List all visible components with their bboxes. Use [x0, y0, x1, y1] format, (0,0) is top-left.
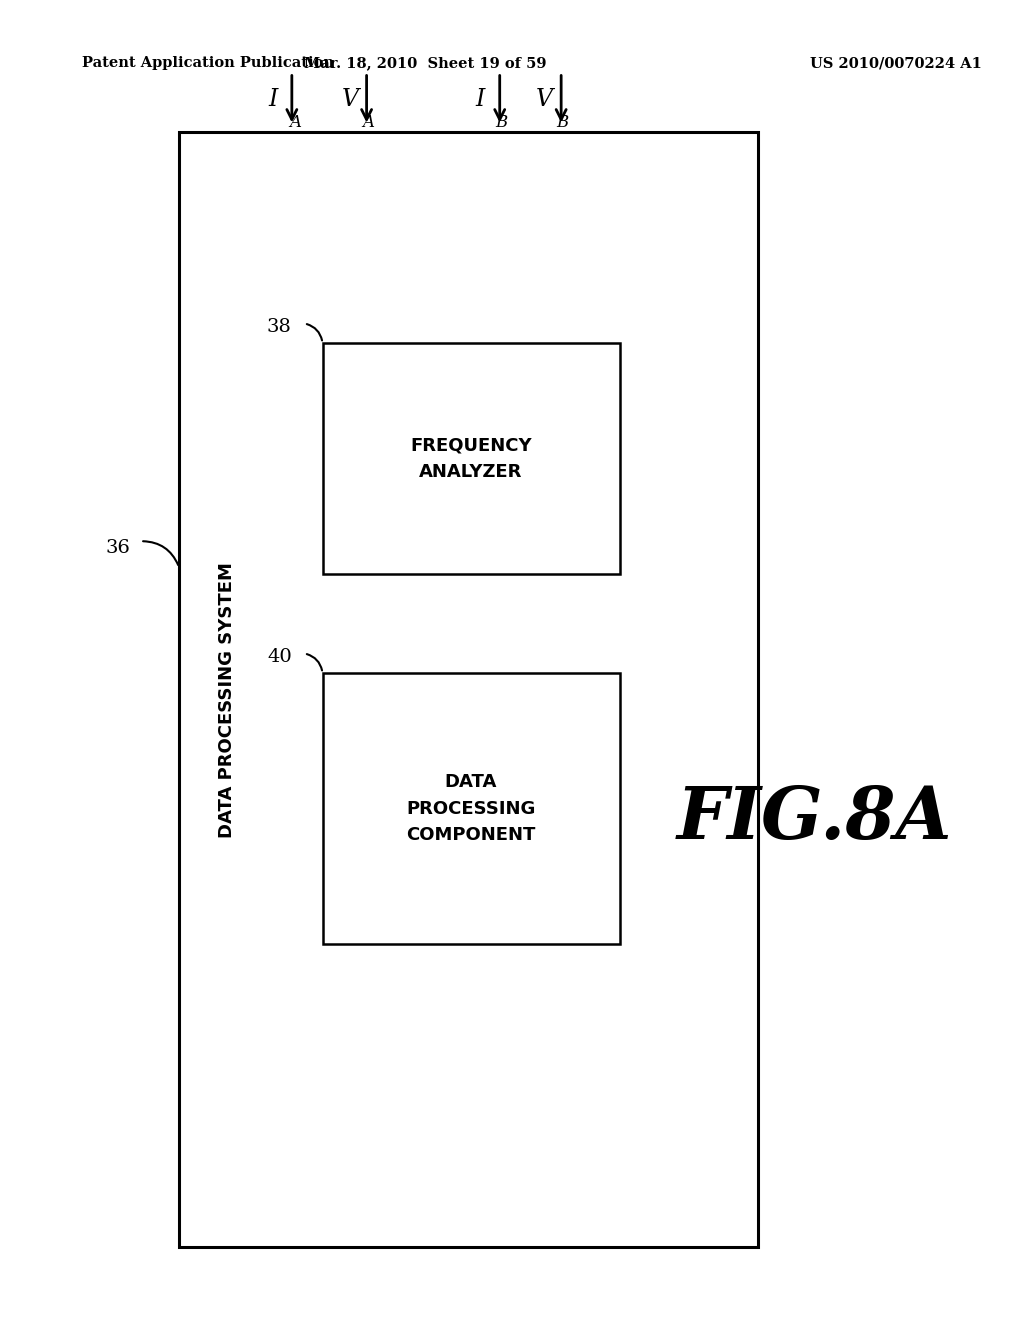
Text: US 2010/0070224 A1: US 2010/0070224 A1 [810, 57, 982, 70]
Text: Mar. 18, 2010  Sheet 19 of 59: Mar. 18, 2010 Sheet 19 of 59 [304, 57, 546, 70]
Text: B: B [556, 115, 568, 131]
Text: V: V [342, 87, 359, 111]
Text: I: I [268, 87, 278, 111]
Text: Patent Application Publication: Patent Application Publication [82, 57, 334, 70]
Text: A: A [289, 115, 301, 131]
Text: 36: 36 [105, 539, 130, 557]
Text: FREQUENCY
ANALYZER: FREQUENCY ANALYZER [411, 437, 531, 480]
Text: B: B [496, 115, 508, 131]
Bar [179, 132, 758, 1247]
Text: DATA PROCESSING SYSTEM: DATA PROCESSING SYSTEM [218, 562, 237, 837]
Text: 40: 40 [267, 648, 292, 667]
Text: V: V [536, 87, 553, 111]
Bar [323, 673, 620, 944]
Text: I: I [475, 87, 484, 111]
Text: DATA
PROCESSING
COMPONENT: DATA PROCESSING COMPONENT [407, 774, 536, 843]
Bar [323, 343, 620, 574]
Text: FIG.8A: FIG.8A [676, 783, 952, 854]
Text: 38: 38 [267, 318, 292, 337]
Text: A: A [362, 115, 375, 131]
